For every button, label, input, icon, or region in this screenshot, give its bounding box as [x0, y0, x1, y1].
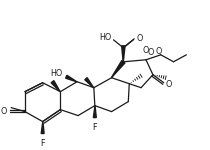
Text: O: O — [1, 107, 7, 116]
Text: O: O — [143, 46, 149, 55]
Text: F: F — [93, 123, 97, 132]
Text: O: O — [156, 47, 162, 56]
Polygon shape — [93, 106, 96, 118]
Text: O: O — [148, 48, 154, 57]
Text: HO: HO — [99, 33, 112, 42]
Polygon shape — [111, 61, 125, 78]
Text: O: O — [166, 80, 172, 89]
Polygon shape — [41, 122, 44, 134]
Polygon shape — [122, 46, 125, 62]
Polygon shape — [85, 78, 94, 88]
Text: F: F — [40, 138, 45, 147]
Polygon shape — [51, 81, 60, 92]
Text: HO: HO — [50, 69, 62, 78]
Polygon shape — [66, 75, 77, 82]
Text: O: O — [136, 34, 143, 43]
